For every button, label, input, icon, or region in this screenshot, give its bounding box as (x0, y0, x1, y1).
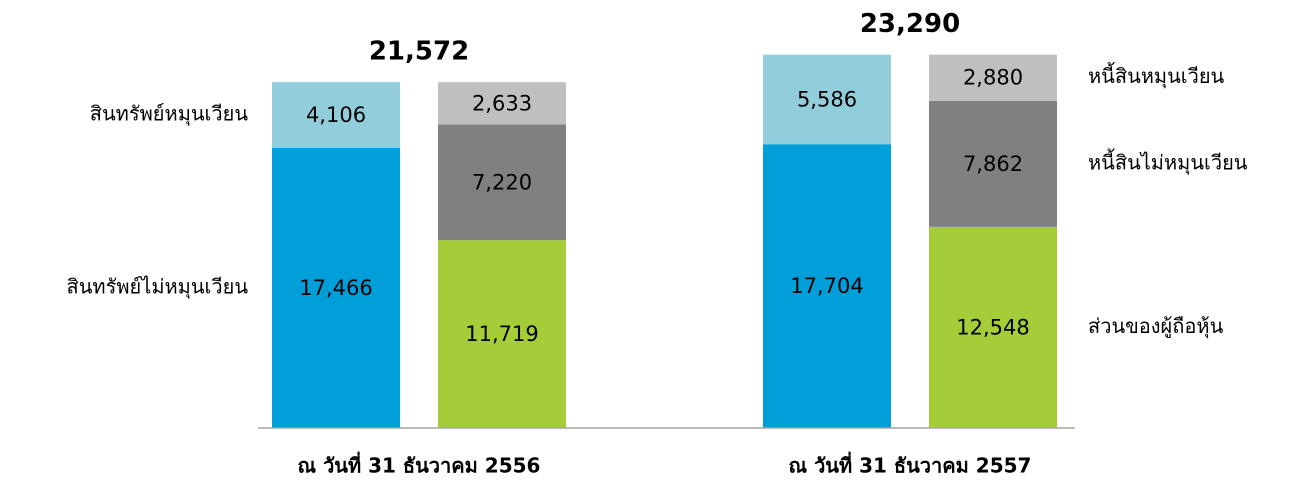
bar-segment (272, 82, 400, 149)
bar-segment (929, 100, 1057, 227)
bar-segment (438, 82, 566, 125)
bar-segment (438, 240, 566, 428)
total-label: 23,290 (860, 9, 960, 39)
legend-label: สินทรัพย์หมุนเวียน (90, 102, 249, 127)
value-label: 7,862 (963, 152, 1023, 176)
value-label: 17,466 (299, 276, 372, 300)
legend-label: หนี้สินหมุนเวียน (1088, 62, 1225, 89)
bar-segment (272, 148, 400, 428)
legend-label: หนี้สินไม่หมุนเวียน (1088, 148, 1248, 175)
value-label: 2,880 (963, 66, 1023, 90)
bar-segment (929, 226, 1057, 428)
bar-segment (763, 54, 891, 145)
value-label: 17,704 (790, 274, 863, 298)
value-label: 4,106 (306, 103, 366, 127)
bar-segment (438, 124, 566, 241)
legend-label: ส่วนของผู้ถือหุ้น (1088, 314, 1224, 339)
legend-label: สินทรัพย์ไม่หมุนเวียน (67, 275, 249, 300)
value-label: 2,633 (472, 91, 532, 115)
category-label: ณ วันที่ 31 ธันวาคม 2557 (789, 451, 1032, 478)
bar-segment (763, 144, 891, 428)
category-label: ณ วันที่ 31 ธันวาคม 2556 (298, 451, 541, 478)
value-label: 7,220 (472, 170, 532, 194)
value-label: 11,719 (465, 322, 538, 346)
value-label: 5,586 (797, 87, 857, 111)
total-label: 21,572 (369, 37, 469, 67)
bar-segment (929, 54, 1057, 101)
value-label: 12,548 (956, 315, 1029, 339)
